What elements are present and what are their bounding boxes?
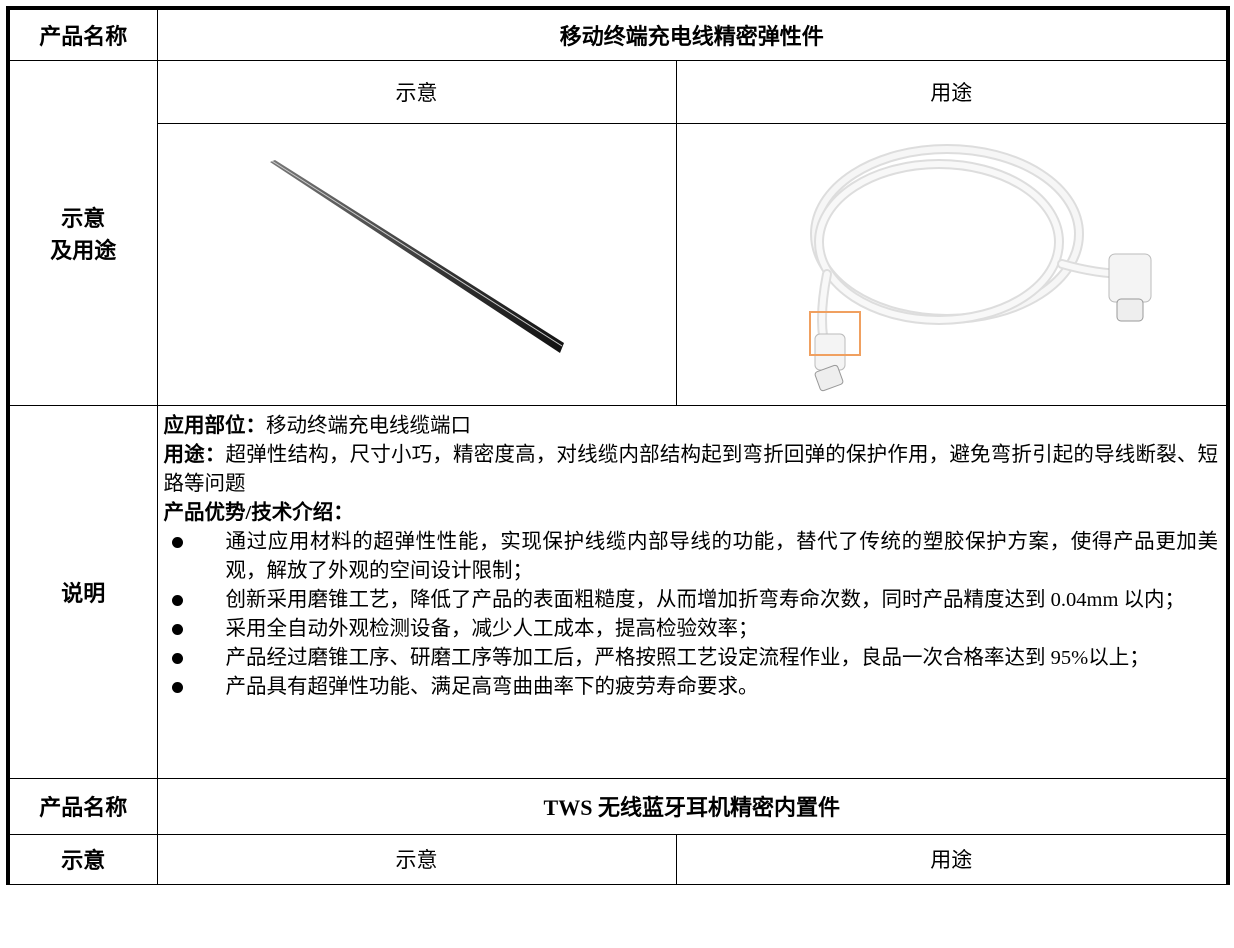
bullet-text: 产品经过磨锥工序、研磨工序等加工后，严格按照工艺设定流程作业，良品一次合格率达到… xyxy=(225,646,1150,669)
cable-image xyxy=(808,144,1151,392)
bullet-text: 创新采用磨锥工艺，降低了产品的表面粗糙度，从而增加折弯寿命次数，同时产品精度达到… xyxy=(225,588,1186,611)
label-line: 及用途 xyxy=(50,237,117,263)
image-cell xyxy=(675,122,1229,406)
row-label: 产品名称 xyxy=(7,777,158,835)
description: 应用部位：移动终端充电线缆端口 用途：超弹性结构，尺寸小巧，精密度高，对线缆内部… xyxy=(156,404,1229,779)
field-text: 移动终端充电线缆端口 xyxy=(266,414,471,437)
column-header: 示意 xyxy=(156,833,677,885)
bullet-text: 采用全自动外观检测设备，减少人工成本，提高检验效率； xyxy=(225,617,759,640)
spec-table: 产品名称 移动终端充电线精密弹性件 示意 及用途 示意 用途 xyxy=(6,6,1231,885)
field-label: 应用部位： xyxy=(163,414,267,437)
bullet-dot xyxy=(171,652,183,664)
column-header: 示意 xyxy=(156,59,677,124)
bullet-dot xyxy=(171,623,183,635)
row-label: 示意 及用途 xyxy=(7,59,158,406)
bullet-list: 通过应用材料的超弹性性能，实现保护线缆内部导线的功能，替代了传统的塑胶保护方案，… xyxy=(164,528,1219,702)
line: 应用部位：移动终端充电线缆端口 xyxy=(164,412,1219,441)
image-cell xyxy=(156,122,677,406)
line: 产品优势/技术介绍： xyxy=(164,499,1219,528)
rod-image xyxy=(269,160,564,353)
bullet-dot xyxy=(171,594,183,606)
product-name: 移动终端充电线精密弹性件 xyxy=(156,7,1229,61)
bullet-dot xyxy=(171,536,183,548)
bullet-dot xyxy=(171,681,183,693)
column-header: 用途 xyxy=(675,59,1229,124)
label-line: 示意 xyxy=(61,205,106,231)
bullet-text: 产品具有超弹性功能、满足高弯曲曲率下的疲劳寿命要求。 xyxy=(225,675,759,698)
column-header: 用途 xyxy=(675,833,1229,885)
bullet-item: 采用全自动外观检测设备，减少人工成本，提高检验效率； xyxy=(164,615,1219,644)
bullet-text: 通过应用材料的超弹性性能，实现保护线缆内部导线的功能，替代了传统的塑胶保护方案，… xyxy=(225,530,1219,582)
row-label: 示意 xyxy=(7,833,158,885)
section-title: 产品优势/技术介绍： xyxy=(163,501,354,524)
bullet-item: 创新采用磨锥工艺，降低了产品的表面粗糙度，从而增加折弯寿命次数，同时产品精度达到… xyxy=(164,586,1219,615)
product-name: TWS 无线蓝牙耳机精密内置件 xyxy=(156,777,1229,835)
line: 用途：超弹性结构，尺寸小巧，精密度高，对线缆内部结构起到弯折回弹的保护作用，避免… xyxy=(164,441,1219,499)
field-label: 用途： xyxy=(163,443,226,466)
field-text: 超弹性结构，尺寸小巧，精密度高，对线缆内部结构起到弯折回弹的保护作用，避免弯折引… xyxy=(163,443,1219,495)
bullet-item: 产品经过磨锥工序、研磨工序等加工后，严格按照工艺设定流程作业，良品一次合格率达到… xyxy=(164,644,1219,673)
bullet-item: 产品具有超弹性功能、满足高弯曲曲率下的疲劳寿命要求。 xyxy=(164,673,1219,702)
bullet-item: 通过应用材料的超弹性性能，实现保护线缆内部导线的功能，替代了传统的塑胶保护方案，… xyxy=(164,528,1219,586)
row-label: 说明 xyxy=(7,404,158,779)
row-label: 产品名称 xyxy=(7,7,158,61)
